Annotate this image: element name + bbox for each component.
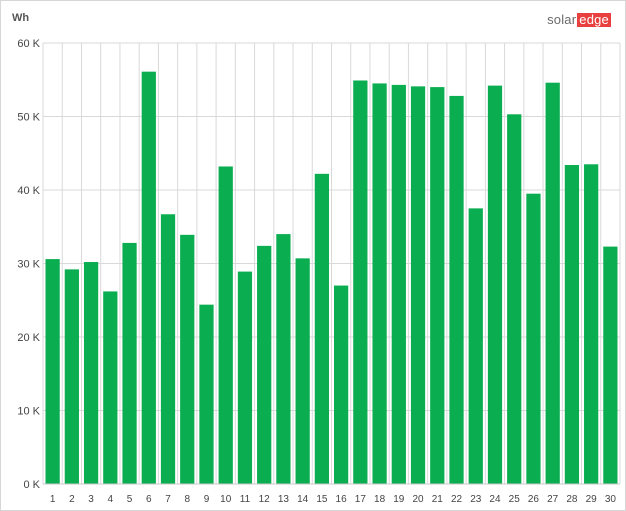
- bar: [449, 95, 464, 485]
- logo-text-part1: solar: [547, 12, 577, 27]
- bar: [391, 84, 406, 485]
- x-tick-label: 13: [278, 494, 290, 505]
- bar: [507, 114, 522, 485]
- y-tick-label: 0 K: [23, 479, 40, 491]
- bar: [237, 271, 253, 484]
- bar: [372, 83, 387, 485]
- y-tick-label: 60 K: [17, 38, 40, 50]
- x-tick-label: 7: [165, 494, 171, 505]
- x-tick-label: 21: [432, 494, 444, 505]
- x-tick-label: 10: [220, 494, 232, 505]
- x-tick-label: 14: [297, 494, 309, 505]
- x-tick-label: 30: [605, 494, 617, 505]
- bar: [353, 80, 368, 485]
- x-tick-label: 16: [336, 494, 348, 505]
- x-tick-label: 11: [240, 494, 251, 505]
- x-tick-label: 12: [259, 494, 271, 505]
- bar: [218, 166, 233, 485]
- bar: [276, 234, 291, 484]
- bar: [410, 86, 426, 485]
- x-tick-label: 19: [393, 494, 405, 505]
- y-tick-label: 20 K: [17, 332, 40, 344]
- logo-text-part2: edge: [577, 11, 611, 27]
- bar: [430, 87, 445, 484]
- bar: [314, 173, 329, 484]
- x-tick-label: 15: [316, 494, 328, 505]
- x-tick-label: 23: [470, 494, 482, 505]
- bar: [545, 82, 560, 484]
- bar: [103, 291, 118, 484]
- x-tick-label: 26: [528, 494, 540, 505]
- x-tick-label: 24: [489, 494, 501, 505]
- x-tick-label: 8: [184, 494, 190, 505]
- x-tick-label: 29: [586, 494, 598, 505]
- y-tick-label: 40 K: [17, 185, 40, 197]
- x-tick-label: 9: [204, 494, 210, 505]
- bar: [199, 304, 214, 484]
- bar: [83, 262, 99, 484]
- x-tick-label: 4: [108, 494, 114, 505]
- x-tick-label: 17: [355, 494, 367, 505]
- x-tick-label: 5: [127, 494, 133, 505]
- bar: [584, 164, 599, 484]
- bar: [257, 245, 272, 484]
- bar: [603, 246, 618, 484]
- y-tick-label: 50 K: [17, 112, 40, 124]
- x-tick-label: 18: [374, 494, 386, 505]
- y-tick-label: 10 K: [17, 406, 40, 418]
- bar: [295, 258, 310, 484]
- bar: [564, 165, 580, 484]
- bar: [141, 71, 156, 484]
- y-tick-label: 30 K: [17, 259, 40, 271]
- y-axis-unit-label: Wh: [12, 12, 30, 24]
- x-tick-label: 2: [69, 494, 75, 505]
- x-tick-label: 27: [547, 494, 559, 505]
- bar: [334, 285, 349, 484]
- x-tick-label: 20: [412, 494, 424, 505]
- x-tick-label: 1: [50, 494, 56, 505]
- bar: [526, 193, 541, 485]
- bar: [160, 214, 176, 484]
- bar: [180, 234, 195, 484]
- x-tick-label: 25: [509, 494, 521, 505]
- bar: [45, 259, 60, 484]
- solaredge-logo: solar edge: [547, 12, 611, 27]
- x-tick-label: 3: [88, 494, 94, 505]
- x-tick-label: 22: [451, 494, 463, 505]
- bar: [64, 269, 79, 484]
- bar: [122, 242, 137, 484]
- bar: [468, 208, 483, 484]
- x-tick-label: 28: [566, 494, 578, 505]
- x-tick-label: 6: [146, 494, 152, 505]
- bar: [487, 85, 503, 484]
